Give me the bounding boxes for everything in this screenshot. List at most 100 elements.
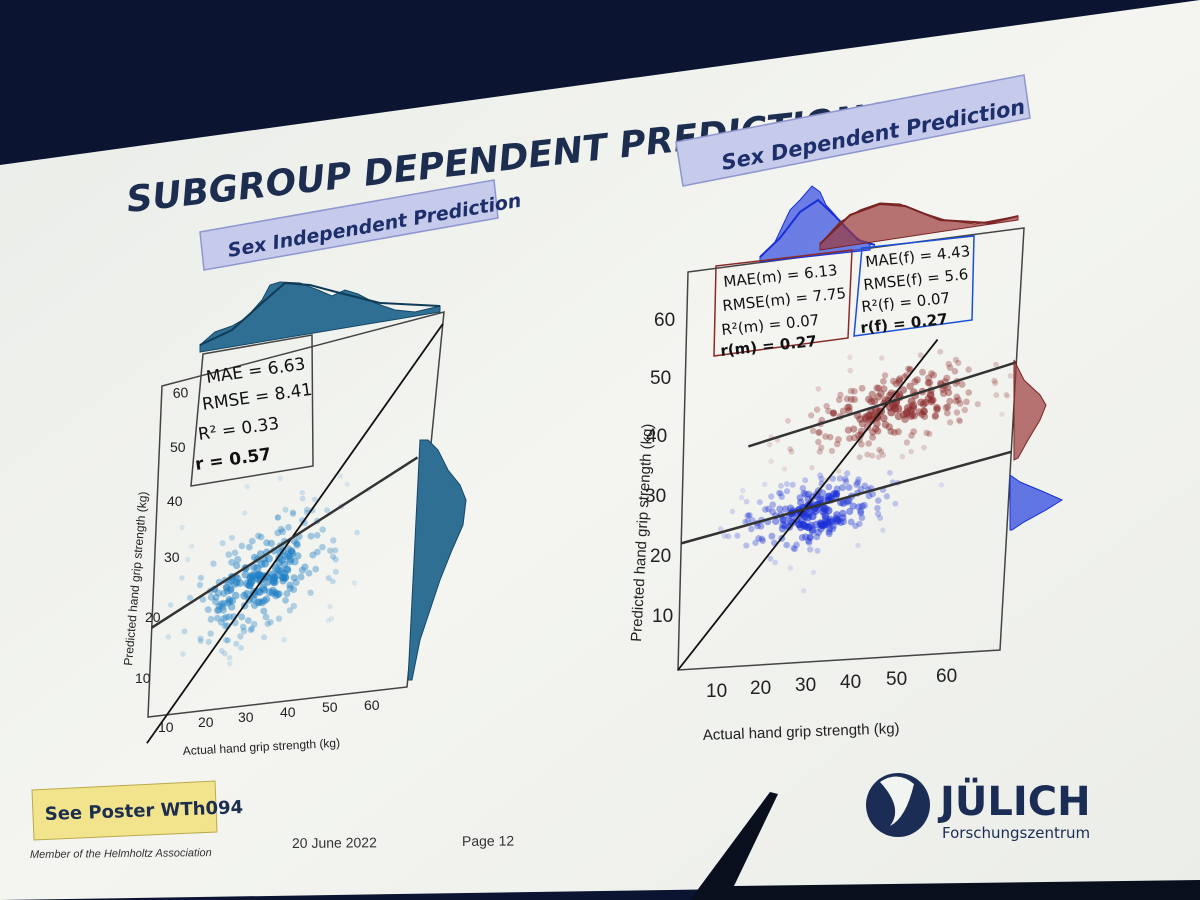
hexbin-point-m [781, 522, 790, 530]
hexbin-point [237, 633, 244, 640]
poster-badge: See Poster WTh094 [31, 780, 243, 841]
hexbin-point-m [856, 520, 863, 528]
hexbin-point-m [839, 514, 847, 522]
hexbin-point [290, 537, 298, 545]
hexbin-point-f [879, 414, 888, 423]
hexbin-point-m [875, 497, 882, 504]
right-xtick-20: 20 [750, 678, 771, 699]
right-right-histogram-male [1009, 474, 1064, 531]
hexbin-point [258, 598, 266, 607]
hexbin-point [217, 600, 225, 608]
hexbin-point-f [869, 433, 877, 441]
hexbin-point [180, 651, 186, 657]
hexbin-point-f [843, 395, 851, 403]
hexbin-point [281, 637, 287, 643]
hexbin-point-m [829, 525, 837, 533]
hexbin-point-f [856, 454, 863, 461]
right-ytick-20: 20 [650, 546, 671, 567]
hexbin-point-m [744, 512, 751, 519]
hexbin-point-m [802, 533, 809, 541]
hexbin-point [251, 571, 260, 580]
hexbin-point [298, 566, 306, 574]
hexbin-point [219, 599, 227, 608]
hexbin-point-m [808, 512, 817, 521]
right-xtick-40: 40 [840, 672, 861, 693]
hexbin-point-m [767, 555, 774, 562]
hexbin-point-m [762, 481, 768, 487]
hexbin-point-m [729, 508, 736, 515]
hexbin-point-m [805, 537, 812, 545]
hexbin-point [324, 507, 331, 514]
hexbin-point-f [928, 370, 935, 377]
left-ytick-20: 20 [145, 609, 161, 625]
hexbin-point-f [887, 428, 895, 435]
hexbin-point [290, 574, 298, 582]
hexbin-point-f [895, 378, 904, 386]
hexbin-point [291, 558, 299, 566]
hexbin-point [351, 580, 358, 586]
juelich-logo: JÜLICH Forschungszentrum [866, 773, 1091, 842]
hexbin-point-f [965, 389, 972, 396]
hexbin-point-f [919, 368, 926, 376]
hexbin-point-f [833, 440, 841, 448]
hexbin-point [325, 618, 331, 624]
hexbin-point-f [870, 397, 879, 406]
hexbin-point [248, 625, 255, 632]
hexbin-point-f [845, 403, 853, 411]
hexbin-point [205, 638, 212, 646]
hexbin-point-m [829, 475, 836, 482]
hexbin-point-m [826, 494, 835, 502]
hexbin-point-f [899, 453, 906, 460]
hexbin-point-f [818, 444, 825, 451]
hexbin-point-f [945, 389, 953, 397]
hexbin-point [275, 558, 284, 567]
right-ytick-50: 50 [650, 368, 671, 389]
hexbin-point-m [839, 484, 847, 492]
hexbin-point [260, 607, 268, 615]
left-ytick-10: 10 [135, 670, 151, 686]
hexbin-point-f [953, 393, 961, 401]
hexbin-point-f [892, 380, 900, 388]
right-ytick-30: 30 [645, 486, 666, 507]
hexbin-point-m [769, 501, 776, 509]
hexbin-point [254, 598, 262, 607]
hexbin-point-m [778, 493, 785, 500]
hexbin-point [267, 539, 275, 547]
hexbin-point [218, 648, 225, 654]
hexbin-point-f [865, 440, 872, 447]
hexbin-point-m [772, 559, 778, 566]
hexbin-point-m [779, 515, 787, 524]
hexbin-point-f [906, 382, 914, 390]
hexbin-point-f [816, 448, 823, 455]
hexbin-point [285, 524, 292, 531]
hexbin-point-m [738, 494, 745, 501]
hexbin-point [214, 589, 223, 597]
left-plot-frame [147, 311, 445, 718]
hexbin-point [226, 586, 235, 594]
hexbin-point-m [825, 483, 833, 491]
hexbin-point [221, 622, 229, 630]
hexbin-point-m [847, 518, 855, 526]
hexbin-point-f [809, 464, 815, 471]
hexbin-point-m [769, 508, 776, 516]
hexbin-point [181, 628, 188, 635]
hexbin-point-f [881, 420, 890, 429]
left-xtick-10: 10 [158, 719, 174, 735]
left-chart: MAE = 6.63 RMSE = 8.41 R² = 0.33 r = 0.5… [121, 281, 467, 758]
hexbin-point [233, 562, 241, 570]
right-xtick-10: 10 [706, 681, 727, 702]
hexbin-point-m [832, 490, 841, 498]
hexbin-point-f [907, 397, 916, 406]
hexbin-point [228, 534, 235, 541]
hexbin-point-f [953, 409, 961, 416]
hexbin-point-m [742, 518, 749, 525]
hexbin-point-f [825, 407, 832, 415]
hexbin-point-m [802, 490, 810, 498]
hexbin-point-m [765, 505, 772, 513]
hexbin-point [294, 552, 302, 560]
hexbin-point [314, 548, 321, 556]
hexbin-point [223, 637, 230, 644]
hexbin-point-m [797, 498, 805, 507]
hexbin-point [234, 556, 242, 563]
hexbin-point-m [880, 527, 886, 533]
